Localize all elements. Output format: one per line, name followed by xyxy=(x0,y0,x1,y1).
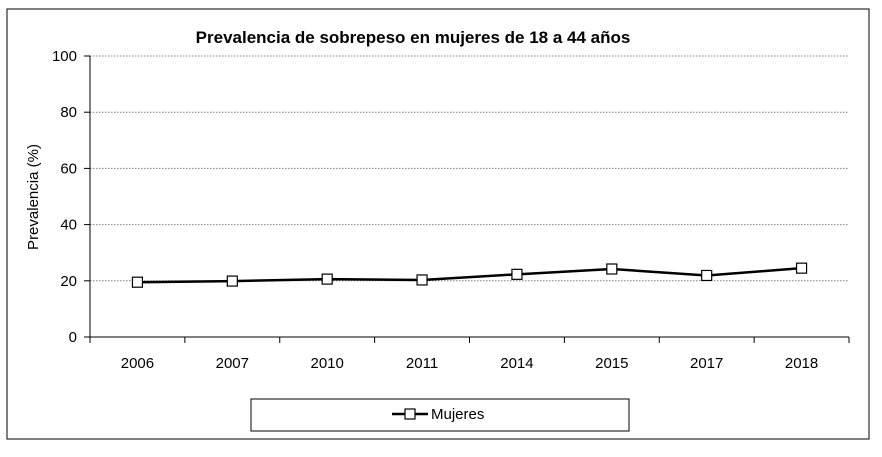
data-point xyxy=(701,269,713,282)
chart-title: Prevalencia de sobrepeso en mujeres de 1… xyxy=(196,28,631,47)
y-tick-label: 40 xyxy=(60,217,77,234)
x-tick-label: 2010 xyxy=(311,355,344,372)
series-line xyxy=(137,266,802,284)
y-tick-label: 100 xyxy=(52,48,77,65)
x-tick-label: 2015 xyxy=(595,355,628,372)
data-point xyxy=(511,268,523,280)
data-point xyxy=(321,273,333,285)
legend: Mujeres xyxy=(250,398,630,432)
chart-frame xyxy=(6,8,870,440)
x-tick-label: 2006 xyxy=(121,355,154,372)
data-point xyxy=(416,274,428,286)
y-axis-title: Prevalencia (%) xyxy=(25,144,42,250)
x-tick-labels: 2006 2007 2010 2011 2014 2015 2017 2018 xyxy=(121,355,819,372)
series-mujeres xyxy=(131,262,808,288)
legend-label: Mujeres xyxy=(431,406,484,423)
y-tick-labels: 0 20 40 60 80 100 xyxy=(52,48,77,346)
axes xyxy=(84,55,850,343)
data-point xyxy=(606,263,618,275)
x-tick-label: 2018 xyxy=(785,355,818,372)
y-tick-label: 60 xyxy=(60,160,77,177)
data-point xyxy=(226,275,238,287)
x-tick-label: 2014 xyxy=(500,355,533,372)
legend-marker-swatch xyxy=(404,408,416,420)
x-tick-label: 2007 xyxy=(216,355,249,372)
data-point xyxy=(131,276,144,288)
y-tick-label: 80 xyxy=(60,104,77,121)
legend-box xyxy=(250,398,630,432)
y-tick-label: 20 xyxy=(60,273,77,290)
x-tick-label: 2017 xyxy=(690,355,723,372)
x-tick-label: 2011 xyxy=(406,355,438,372)
y-tick-label: 0 xyxy=(69,329,77,346)
data-point xyxy=(795,262,808,274)
